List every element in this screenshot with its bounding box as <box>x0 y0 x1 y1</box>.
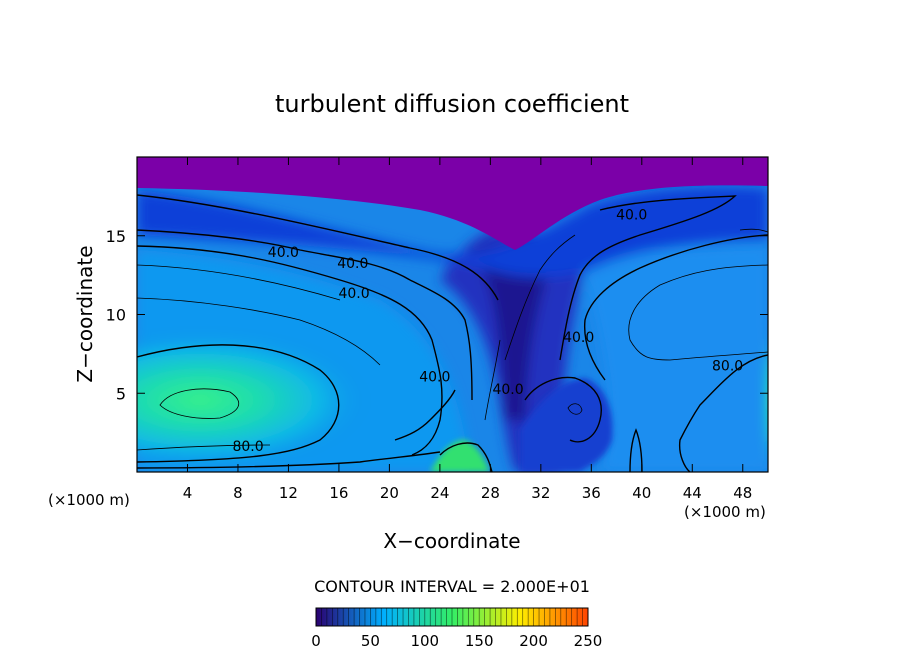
contour-line <box>678 354 768 472</box>
contour-line <box>137 451 441 469</box>
field-lobe-right <box>520 378 613 472</box>
x-tick-label: 16 <box>329 484 348 502</box>
y-axis-label: Z−coordinate <box>73 245 97 382</box>
x-tick-label: 28 <box>481 484 500 502</box>
x-tick-label: 48 <box>733 484 752 502</box>
x-unit-right: (×1000 m) <box>684 503 766 521</box>
contour-labels: 40.0 40.0 40.0 40.0 40.0 40.0 40.0 80.0 80.0 <box>232 207 743 455</box>
field-top-purple <box>137 157 768 250</box>
colorbar: 0 50 100 150 200 250 <box>311 607 602 650</box>
field-bottom-green <box>430 440 490 472</box>
contour-line <box>629 428 643 472</box>
contour-label: 40.0 <box>419 370 450 386</box>
contour-line <box>137 194 499 301</box>
x-tick-label: 36 <box>582 484 601 502</box>
colorbar-ticks: 0 50 100 150 200 250 <box>311 632 602 650</box>
y-tick-label: 15 <box>106 227 126 246</box>
contour-lines <box>137 194 768 472</box>
contour-line <box>504 234 576 361</box>
y-axis: 5 10 15 <box>106 227 768 403</box>
colorbar-tick-label: 150 <box>465 632 494 650</box>
contour-line <box>137 344 340 463</box>
colorbar-tick-label: 100 <box>410 632 439 650</box>
x-tick-label: 12 <box>279 484 298 502</box>
x-tick-label: 4 <box>183 484 193 502</box>
contour-line <box>137 264 341 301</box>
plot-area: 40.0 40.0 40.0 40.0 40.0 40.0 40.0 80.0 80.0 <box>137 157 768 472</box>
contour-label: 40.0 <box>337 256 368 272</box>
x-axis: 4 8 12 16 20 24 28 32 36 40 44 48 <box>183 157 752 502</box>
contour-label: 40.0 <box>616 207 647 223</box>
contour-label: 40.0 <box>338 286 369 302</box>
contour-line <box>409 279 473 401</box>
contour-line <box>559 195 737 361</box>
contour-line <box>394 389 456 441</box>
colorbar-tick-label: 250 <box>574 632 603 650</box>
contour-line <box>484 339 501 421</box>
contour-line <box>583 234 768 381</box>
colorbar-stripes <box>321 608 583 626</box>
contour-label: 40.0 <box>492 382 523 398</box>
contour-line <box>567 403 583 415</box>
contour-line <box>628 264 768 361</box>
x-unit-left: (×1000 m) <box>48 491 130 509</box>
field-right-blue <box>580 245 768 472</box>
contour-label: 40.0 <box>563 330 594 346</box>
colorbar-tick-label: 200 <box>519 632 548 650</box>
contour-line <box>739 228 768 233</box>
chart-title: turbulent diffusion coefficient <box>275 90 629 118</box>
colorbar-frame <box>315 607 589 627</box>
contour-line <box>137 229 411 281</box>
x-tick-label: 40 <box>632 484 651 502</box>
x-tick-label: 20 <box>380 484 399 502</box>
contour-line <box>159 388 240 419</box>
y-tick-label: 5 <box>116 384 126 403</box>
contour-label: 40.0 <box>268 245 299 261</box>
x-tick-label: 24 <box>430 484 449 502</box>
x-tick-label: 44 <box>683 484 702 502</box>
x-axis-label: X−coordinate <box>383 529 520 553</box>
colorbar-tick-label: 50 <box>361 632 380 650</box>
contour-interval: CONTOUR INTERVAL = 2.000E+01 <box>314 577 590 596</box>
y-tick-label: 10 <box>106 306 126 325</box>
colorbar-tick-label: 0 <box>311 632 321 650</box>
x-tick-label: 8 <box>233 484 243 502</box>
contour-line <box>137 297 381 366</box>
contour-label: 80.0 <box>712 358 743 374</box>
contour-line <box>524 376 602 443</box>
contour-label: 80.0 <box>232 439 263 455</box>
field-upper-blue <box>137 186 768 278</box>
x-tick-label: 32 <box>531 484 550 502</box>
contour-line <box>137 444 271 451</box>
contour-line <box>137 245 443 456</box>
